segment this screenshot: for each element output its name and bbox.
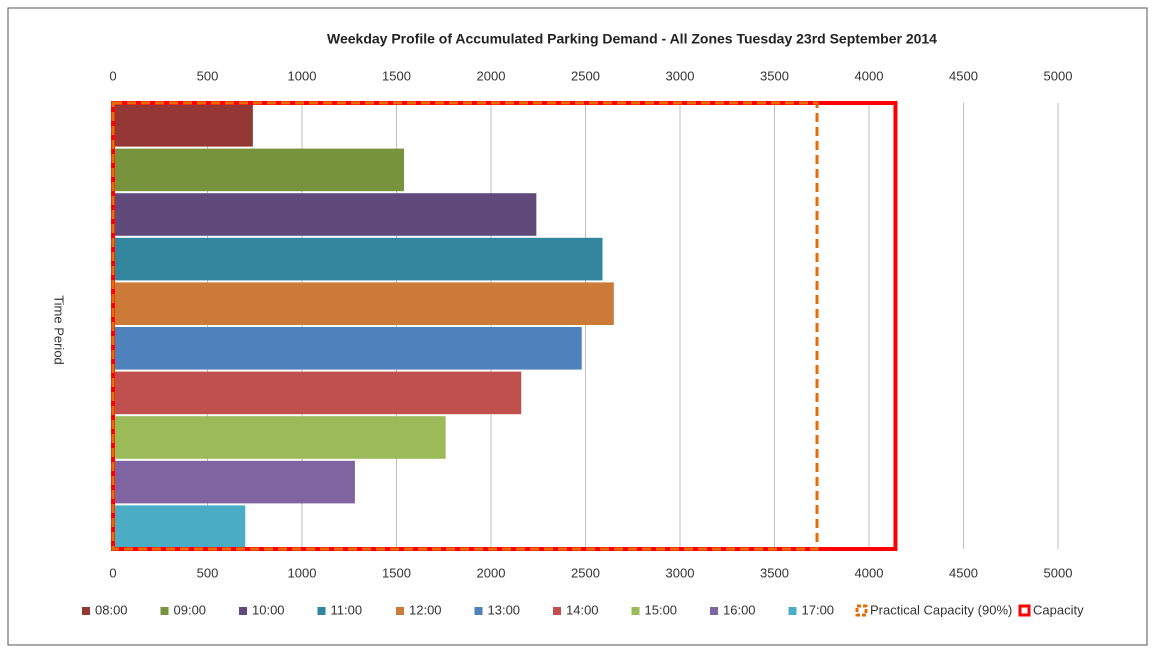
bar bbox=[113, 193, 537, 236]
legend-label: 10:00 bbox=[252, 602, 285, 617]
legend-label: 11:00 bbox=[331, 602, 363, 617]
legend-label: 16:00 bbox=[723, 602, 756, 617]
x-tick-label-top: 3000 bbox=[666, 68, 695, 83]
legend-marker bbox=[239, 607, 247, 615]
legend-label: Practical Capacity (90%) bbox=[870, 602, 1012, 617]
bar bbox=[113, 505, 246, 548]
x-tick-label: 4000 bbox=[855, 565, 884, 580]
x-tick-label-top: 5000 bbox=[1044, 68, 1073, 83]
legend-marker bbox=[396, 607, 404, 615]
x-tick-label-top: 2500 bbox=[571, 68, 600, 83]
legend-label: Capacity bbox=[1033, 602, 1084, 617]
x-tick-label: 2000 bbox=[477, 565, 506, 580]
x-tick-label-top: 3500 bbox=[760, 68, 789, 83]
bar bbox=[113, 460, 355, 504]
x-tick-label: 500 bbox=[197, 565, 219, 580]
legend-label: 13:00 bbox=[488, 602, 521, 617]
x-tick-label: 2500 bbox=[571, 565, 600, 580]
x-tick-label: 1500 bbox=[382, 565, 411, 580]
legend-label: 15:00 bbox=[645, 602, 678, 617]
legend-marker bbox=[710, 607, 718, 615]
legend-marker bbox=[160, 607, 169, 615]
x-tick-label-top: 2000 bbox=[477, 68, 506, 83]
x-tick-label: 4500 bbox=[949, 565, 978, 580]
x-tick-label-top: 0 bbox=[109, 68, 116, 83]
legend-label: 14:00 bbox=[566, 602, 599, 617]
legend-label: 08:00 bbox=[95, 602, 128, 617]
bar bbox=[113, 371, 522, 415]
bar bbox=[113, 148, 405, 192]
x-tick-label: 3000 bbox=[666, 565, 695, 580]
capacity-outline bbox=[111, 101, 819, 551]
x-tick-label-top: 1500 bbox=[382, 68, 411, 83]
x-tick-label: 0 bbox=[109, 565, 116, 580]
legend-marker bbox=[317, 607, 326, 615]
legend-label: 17:00 bbox=[802, 602, 835, 617]
legend-marker bbox=[855, 604, 868, 617]
legend-marker bbox=[553, 607, 561, 615]
bar bbox=[113, 237, 603, 281]
legend-marker bbox=[1018, 604, 1031, 617]
legend-label: 12:00 bbox=[409, 602, 442, 617]
bar bbox=[113, 282, 614, 325]
legend-marker bbox=[788, 607, 797, 615]
x-tick-label: 3500 bbox=[760, 565, 789, 580]
x-tick-label-top: 1000 bbox=[288, 68, 317, 83]
x-tick-label-top: 4000 bbox=[855, 68, 884, 83]
legend-marker bbox=[631, 607, 640, 615]
legend-marker bbox=[82, 607, 90, 615]
x-tick-label: 1000 bbox=[288, 565, 317, 580]
bar bbox=[113, 416, 446, 459]
bar bbox=[113, 327, 582, 370]
x-tick-label-top: 4500 bbox=[949, 68, 978, 83]
x-tick-label-top: 500 bbox=[197, 68, 219, 83]
legend-marker bbox=[474, 607, 483, 615]
chart-title: Weekday Profile of Accumulated Parking D… bbox=[327, 31, 937, 47]
bar bbox=[113, 104, 253, 147]
x-tick-label: 5000 bbox=[1044, 565, 1073, 580]
y-axis-label: Time Period bbox=[52, 295, 67, 365]
legend-label: 09:00 bbox=[174, 602, 207, 617]
